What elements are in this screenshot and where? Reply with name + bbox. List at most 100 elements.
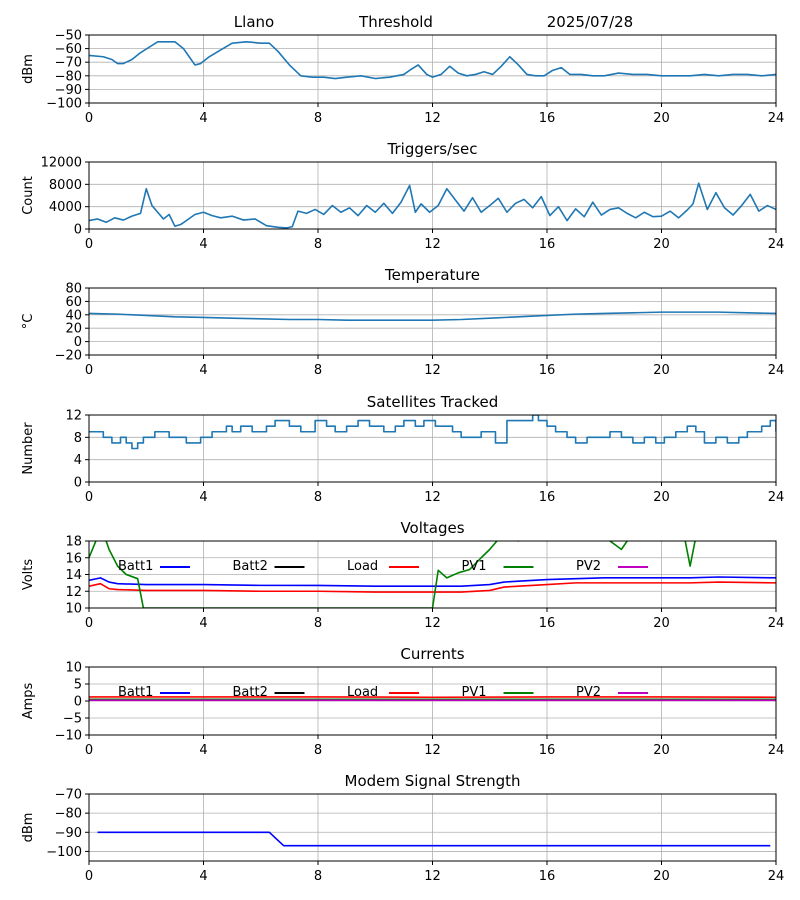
y-axis-label: Number [21,422,36,475]
series-group [89,311,776,321]
y-tick-label: 80 [65,282,82,297]
chart-title: Triggers/sec [387,140,478,158]
legend-label: Batt2 [233,559,268,574]
series-group [89,41,776,80]
chart-threshold: 0 4 8 12 16 20 24 −100−90−80−70−60−50 dBm [21,29,784,127]
x-tick-label: 16 [539,111,556,126]
x-tick-label: 4 [199,490,207,505]
x-tick-label: 0 [85,743,93,758]
legend: Batt1 Batt2 Load PV1 PV2 [118,559,648,574]
y-tick-label: 0 [74,695,82,710]
legend-label: PV2 [576,685,601,700]
x-tick-label: 24 [768,616,785,631]
x-tick-label: 16 [539,743,556,758]
x-tick-label: 12 [424,616,441,631]
y-tick-label: 4 [74,453,82,468]
series-group [89,415,776,450]
x-tick-label: 8 [314,363,322,378]
y-tick-label: −100 [46,97,82,112]
x-tick-label: 12 [424,237,441,252]
chart-modem: 0 4 8 12 16 20 24 −100 −90 −80 −70 Modem Signal Str… [21,772,784,884]
x-tick-label: 4 [199,363,207,378]
legend-label: Load [347,685,378,700]
x-tick-label: 0 [85,363,93,378]
x-tick-label: 20 [653,869,670,884]
x-tick-label: 8 [314,111,322,126]
y-tick-label: −50 [55,29,82,44]
x-tick-label: 0 [85,616,93,631]
y-axis-label: Amps [21,682,36,719]
legend-label: Batt1 [118,685,153,700]
y-tick-label: −90 [55,83,82,98]
x-tick-label: 4 [199,616,207,631]
legend-label: PV1 [462,685,487,700]
legend: Batt1 Batt2 Load PV1 PV2 [118,685,648,700]
series-line [89,41,776,80]
series-group [97,831,771,847]
legend-label: PV2 [576,559,601,574]
y-tick-label: 10 [65,661,82,676]
x-tick-label: 20 [653,490,670,505]
y-tick-label: −60 [55,42,82,57]
chart-title: Temperature [384,266,480,284]
series-line-pv1 [89,541,696,608]
x-tick-label: 24 [768,490,785,505]
y-tick-label: −5 [63,712,82,727]
y-tick-label: 0 [74,335,82,350]
series-line [97,831,771,847]
y-tick-label: 5 [74,678,82,693]
y-axis-label: dBm [21,813,36,843]
x-tick-label: 12 [424,363,441,378]
chart-title: Voltages [400,519,464,537]
x-tick-label: 8 [314,743,322,758]
legend-label: PV1 [462,559,487,574]
x-tick-label: 4 [199,869,207,884]
x-tick-label: 12 [424,743,441,758]
y-tick-label: −70 [55,788,82,803]
series-group [89,696,776,702]
y-tick-label: 12000 [41,156,82,171]
x-tick-label: 8 [314,616,322,631]
chart-title: Currents [400,645,464,663]
x-tick-label: 24 [768,869,785,884]
series-line [89,415,776,450]
y-tick-label: −100 [46,845,82,860]
x-tick-label: 20 [653,743,670,758]
y-tick-label: 8 [74,431,82,446]
y-tick-label: 12 [65,585,82,600]
legend-label: Load [347,559,378,574]
x-tick-label: 4 [199,111,207,126]
x-tick-label: 16 [539,237,556,252]
header-station: Llano [234,13,274,31]
header-title: Threshold [358,13,433,31]
x-tick-label: 8 [314,237,322,252]
x-tick-label: 16 [539,869,556,884]
chart-satellites: 0 4 8 12 16 20 24 0 4 8 12 Satellites Tracked Number [21,393,784,505]
series-line [89,182,776,229]
y-tick-label: 14 [65,568,82,583]
legend-label: Batt1 [118,559,153,574]
y-tick-label: −80 [55,807,82,822]
y-axis-label: Count [21,176,36,215]
chart-triggers: 0 4 8 12 16 20 24 0 4000 8000 12000 Triggers/sec Cou… [21,140,784,252]
y-tick-label: −70 [55,56,82,71]
x-tick-label: 12 [424,869,441,884]
y-tick-label: 40 [65,308,82,323]
series-group [89,541,776,608]
y-tick-label: 4000 [49,200,82,215]
y-tick-label: 60 [65,295,82,310]
y-tick-label: 20 [65,322,82,337]
x-tick-label: 20 [653,616,670,631]
x-tick-label: 16 [539,490,556,505]
y-tick-label: −20 [55,349,82,364]
y-tick-label: 8000 [49,178,82,193]
x-tick-label: 0 [85,869,93,884]
series-line-load [89,581,776,593]
x-tick-label: 16 [539,616,556,631]
y-tick-label: −90 [55,826,82,841]
y-tick-label: 0 [74,476,82,491]
